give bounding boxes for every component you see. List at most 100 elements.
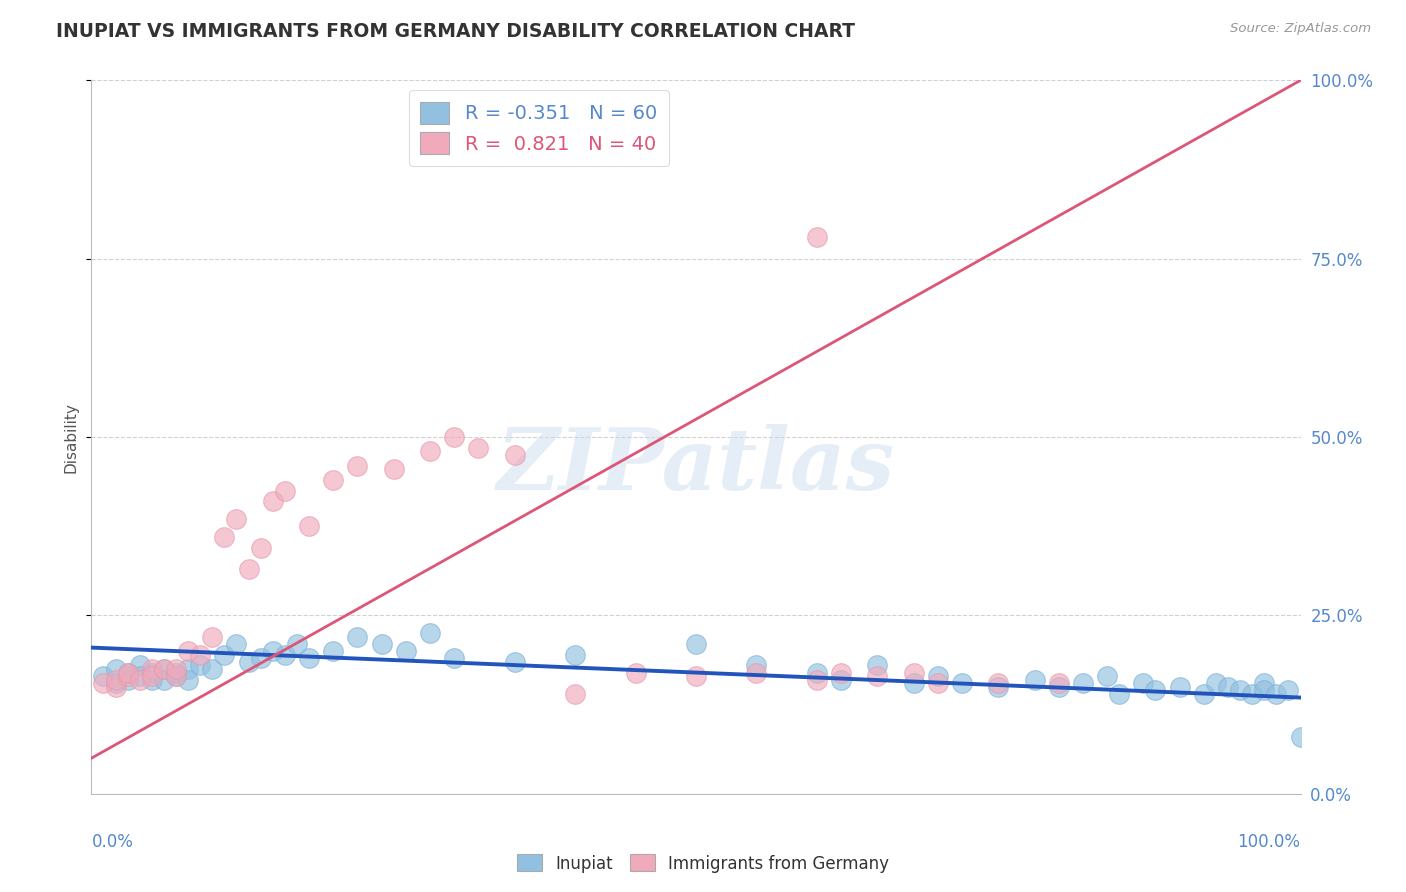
Point <box>201 630 224 644</box>
Point <box>225 512 247 526</box>
Point <box>419 444 441 458</box>
Point <box>165 669 187 683</box>
Point <box>370 637 392 651</box>
Point <box>262 494 284 508</box>
Point <box>177 662 200 676</box>
Point <box>117 665 139 680</box>
Point <box>262 644 284 658</box>
Point <box>443 430 465 444</box>
Point <box>93 669 115 683</box>
Point <box>117 669 139 683</box>
Point <box>322 473 344 487</box>
Point <box>745 665 768 680</box>
Point <box>128 658 150 673</box>
Point <box>564 648 586 662</box>
Point <box>165 665 187 680</box>
Point <box>1047 676 1070 690</box>
Point <box>987 676 1010 690</box>
Point <box>382 462 405 476</box>
Point <box>1216 680 1239 694</box>
Point <box>177 644 200 658</box>
Point <box>395 644 418 658</box>
Point <box>214 530 236 544</box>
Point <box>830 673 852 687</box>
Point <box>141 665 163 680</box>
Point <box>1192 687 1215 701</box>
Point <box>903 665 925 680</box>
Point <box>285 637 308 651</box>
Point <box>467 441 489 455</box>
Point <box>1132 676 1154 690</box>
Point <box>214 648 236 662</box>
Point <box>806 665 828 680</box>
Point <box>128 673 150 687</box>
Point <box>104 680 127 694</box>
Point <box>1071 676 1094 690</box>
Point <box>153 673 176 687</box>
Point <box>1108 687 1130 701</box>
Point <box>104 662 127 676</box>
Point <box>188 658 211 673</box>
Point <box>685 669 707 683</box>
Point <box>104 673 127 687</box>
Point <box>624 665 647 680</box>
Point <box>1095 669 1118 683</box>
Point <box>987 680 1010 694</box>
Point <box>866 669 889 683</box>
Point <box>419 626 441 640</box>
Point <box>153 662 176 676</box>
Point <box>866 658 889 673</box>
Point <box>1229 683 1251 698</box>
Point <box>1289 730 1312 744</box>
Point <box>1253 676 1275 690</box>
Point <box>188 648 211 662</box>
Point <box>806 230 828 244</box>
Point <box>1168 680 1191 694</box>
Point <box>1205 676 1227 690</box>
Point <box>201 662 224 676</box>
Point <box>830 665 852 680</box>
Point <box>503 448 526 462</box>
Point <box>141 669 163 683</box>
Point <box>274 483 297 498</box>
Legend: R = -0.351   N = 60, R =  0.821   N = 40: R = -0.351 N = 60, R = 0.821 N = 40 <box>409 90 669 166</box>
Text: ZIPatlas: ZIPatlas <box>496 424 896 508</box>
Point <box>249 651 271 665</box>
Point <box>177 673 200 687</box>
Point <box>927 676 949 690</box>
Point <box>685 637 707 651</box>
Point <box>104 676 127 690</box>
Legend: Inupiat, Immigrants from Germany: Inupiat, Immigrants from Germany <box>510 847 896 880</box>
Point <box>117 673 139 687</box>
Point <box>93 676 115 690</box>
Point <box>1241 687 1264 701</box>
Point <box>927 669 949 683</box>
Point <box>225 637 247 651</box>
Point <box>141 673 163 687</box>
Point <box>1144 683 1167 698</box>
Text: 0.0%: 0.0% <box>91 833 134 851</box>
Text: 100.0%: 100.0% <box>1237 833 1301 851</box>
Point <box>141 662 163 676</box>
Point <box>298 651 321 665</box>
Point <box>298 519 321 533</box>
Point <box>903 676 925 690</box>
Point <box>443 651 465 665</box>
Point <box>238 655 260 669</box>
Point <box>238 562 260 576</box>
Point <box>564 687 586 701</box>
Point <box>274 648 297 662</box>
Point <box>249 541 271 555</box>
Point <box>1265 687 1288 701</box>
Point <box>806 673 828 687</box>
Point <box>153 662 176 676</box>
Y-axis label: Disability: Disability <box>63 401 79 473</box>
Point <box>950 676 973 690</box>
Point <box>128 669 150 683</box>
Point <box>117 665 139 680</box>
Point <box>1277 683 1299 698</box>
Text: Source: ZipAtlas.com: Source: ZipAtlas.com <box>1230 22 1371 36</box>
Point <box>346 458 368 473</box>
Text: INUPIAT VS IMMIGRANTS FROM GERMANY DISABILITY CORRELATION CHART: INUPIAT VS IMMIGRANTS FROM GERMANY DISAB… <box>56 22 855 41</box>
Point <box>1047 680 1070 694</box>
